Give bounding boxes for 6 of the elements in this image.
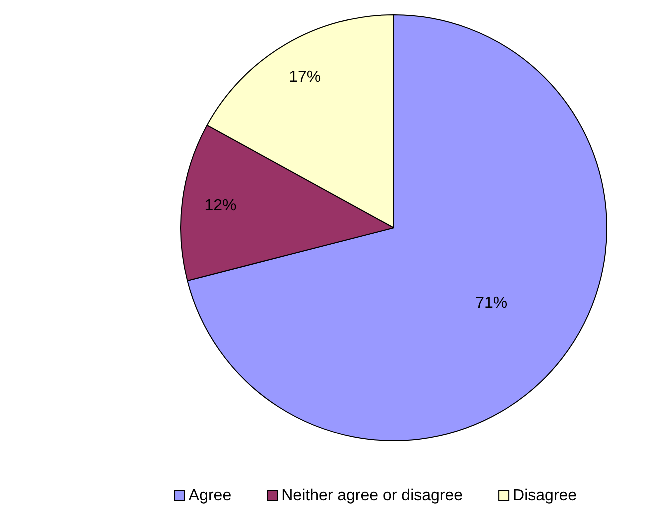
data-label: 71% [476, 295, 508, 312]
data-label: 12% [204, 198, 237, 215]
legend-label: Neither agree or disagree [282, 488, 464, 504]
legend-label: Agree [188, 488, 232, 504]
legend-label: Disagree [513, 488, 578, 504]
data-label: 17% [289, 69, 322, 86]
